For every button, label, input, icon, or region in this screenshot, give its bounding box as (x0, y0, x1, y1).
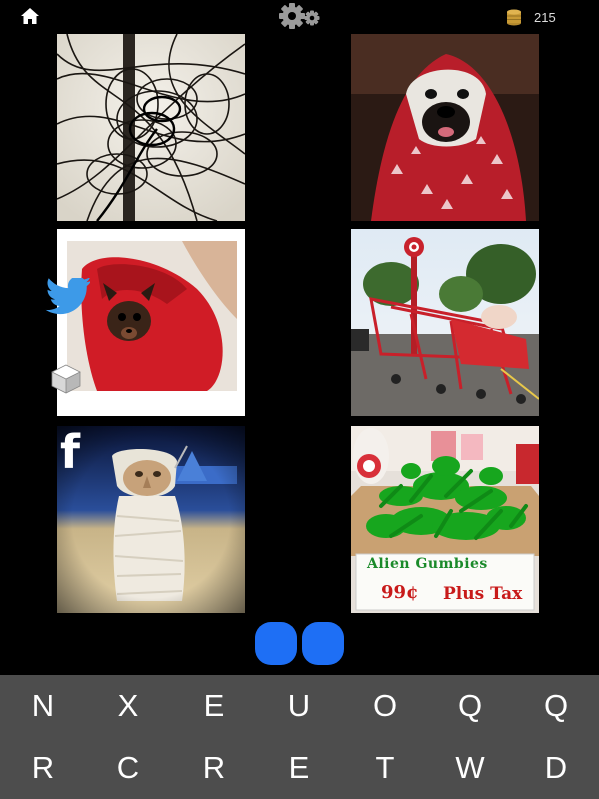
coin-count: 215 (534, 9, 556, 25)
letter-keyboard: N X E U O Q Q R C R E T W D (0, 675, 599, 799)
letter-key[interactable]: W (455, 750, 485, 785)
letter-key[interactable]: N (31, 688, 55, 723)
photo-small-dog-in-red-towel[interactable] (57, 229, 245, 416)
letter-key[interactable]: Q (457, 688, 483, 723)
keyboard-row-2: R C R E T W D (0, 737, 599, 799)
cube-icon[interactable] (50, 363, 82, 395)
answer-slot[interactable] (302, 622, 344, 665)
keyboard-row-1: N X E U O Q Q (0, 675, 599, 737)
letter-key[interactable]: C (116, 750, 140, 785)
settings-gear-icon[interactable] (278, 1, 322, 31)
coin-stack-icon (506, 8, 522, 26)
photo-alien-wrapped-in-bandage[interactable] (57, 426, 245, 613)
letter-key[interactable]: Q (543, 688, 569, 723)
home-icon[interactable] (20, 7, 40, 25)
letter-key[interactable]: E (288, 750, 310, 785)
letter-key[interactable]: D (544, 750, 568, 785)
letter-key[interactable]: R (31, 750, 55, 785)
photo-red-shopping-carts[interactable] (351, 229, 539, 416)
photo-dog-in-red-blanket[interactable] (351, 34, 539, 221)
letter-key[interactable]: U (287, 688, 311, 723)
sign-line-price: 99¢ (381, 582, 419, 603)
letter-key[interactable]: T (375, 750, 395, 785)
photo-tangled-power-lines[interactable] (57, 34, 245, 221)
answer-slot[interactable] (255, 622, 297, 665)
sign-line-tax: Plus Tax (443, 584, 523, 604)
photo-green-alien-gumbies[interactable]: Alien Gumbies 99¢ Plus Tax (351, 426, 539, 613)
letter-key[interactable]: O (372, 688, 398, 723)
twitter-bird-icon[interactable] (44, 276, 92, 318)
sign-line-product: Alien Gumbies (367, 556, 488, 572)
letter-key[interactable]: E (203, 688, 225, 723)
coin-balance: 215 (506, 7, 556, 27)
letter-key[interactable]: X (117, 688, 139, 723)
answer-slots (255, 622, 344, 665)
facebook-icon[interactable]: f (60, 425, 81, 479)
letter-key[interactable]: R (202, 750, 226, 785)
